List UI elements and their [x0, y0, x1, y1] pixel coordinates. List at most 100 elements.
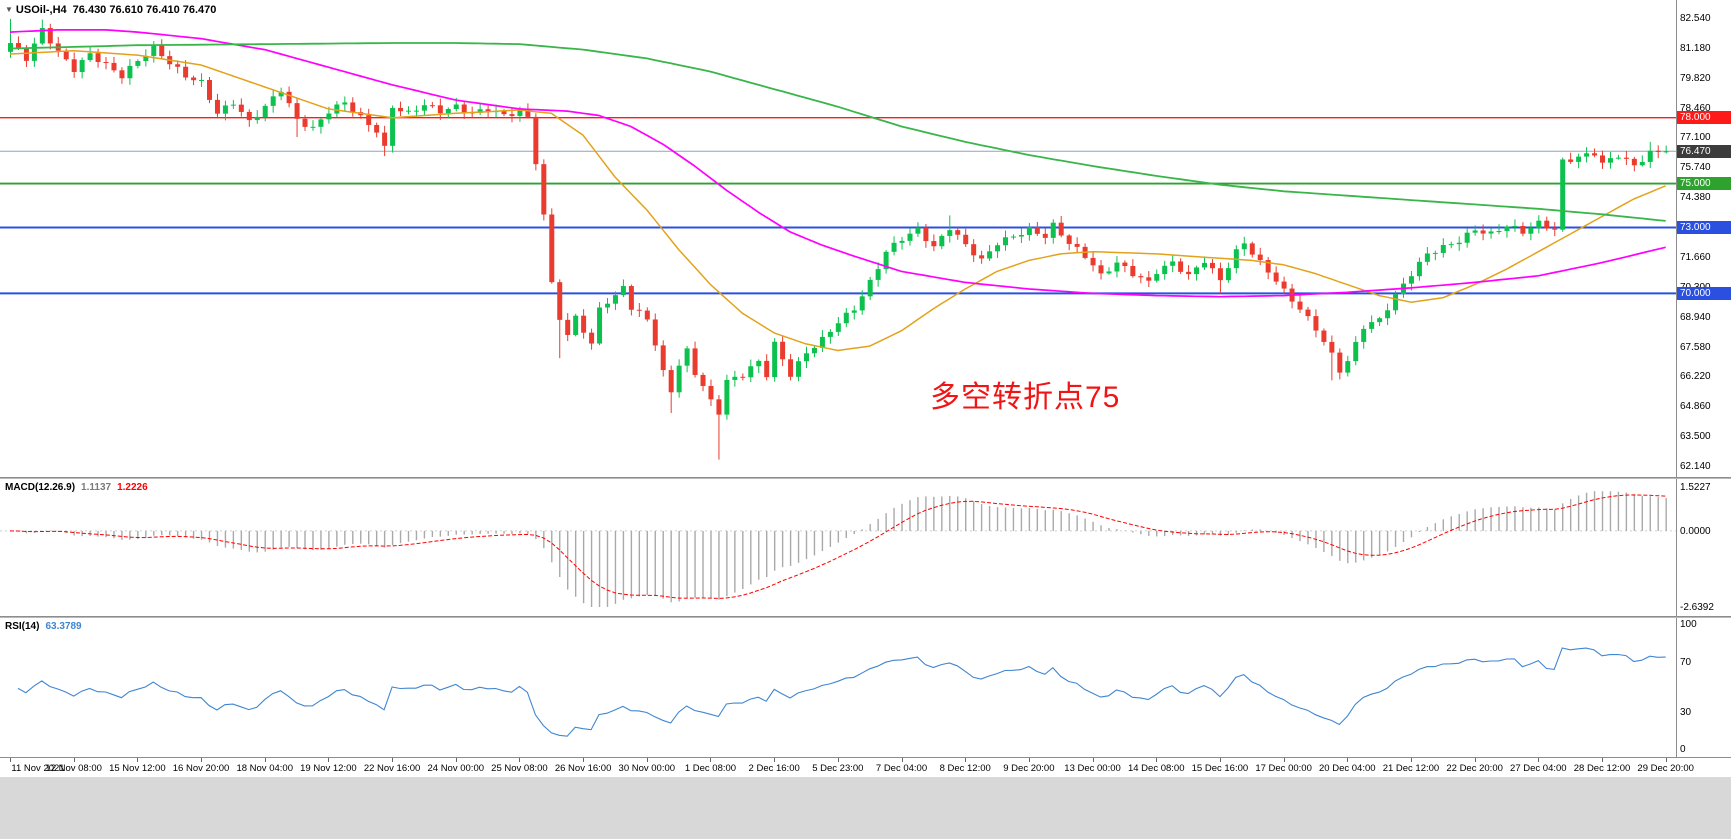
time-axis-tick: [392, 758, 394, 762]
time-axis-tick: [201, 758, 203, 762]
time-axis-label: 11 Nov 2021: [11, 763, 65, 774]
macd-axis-label: 0.0000: [1680, 525, 1711, 537]
time-axis-tick: [710, 758, 712, 762]
candles-group: [8, 18, 1669, 460]
macd-signal-line: [9, 494, 1666, 599]
rsi-axis-label: 70: [1680, 656, 1692, 668]
rsi-value: 63.3789: [45, 621, 82, 632]
price-axis-label: 74.380: [1680, 192, 1711, 204]
time-axis-label: 15 Dec 16:00: [1191, 763, 1249, 774]
time-axis-label: 13 Dec 00:00: [1064, 763, 1121, 774]
rsi-indicator-canvas[interactable]: [0, 618, 1676, 757]
time-axis-label: 8 Dec 12:00: [939, 763, 991, 774]
time-axis-label: 12 Nov 08:00: [45, 763, 102, 774]
window-background: [0, 777, 1731, 839]
time-axis[interactable]: 11 Nov 2021 12 Nov 08:00 15 Nov 12:00 16 No…: [0, 757, 1731, 777]
ohlc-values: 76.430 76.610 76.410 76.470: [72, 4, 217, 16]
time-axis-tick: [519, 758, 521, 762]
time-axis-tick: [1410, 758, 1412, 762]
panel-separator[interactable]: [0, 477, 1731, 479]
chart-annotation-text: 多空转折点75: [930, 381, 1121, 414]
macd-indicator-canvas[interactable]: [0, 479, 1676, 616]
time-axis-label: 22 Dec 20:00: [1446, 763, 1503, 774]
time-axis-label: 19 Nov 12:00: [300, 763, 357, 774]
candlestick-chart-canvas[interactable]: [0, 0, 1676, 477]
rsi-indicator-label: RSI(14) 63.3789: [5, 621, 82, 632]
price-axis-label: 63.500: [1680, 431, 1711, 443]
rsi-axis-label: 100: [1680, 619, 1697, 630]
price-axis-label: 68.940: [1680, 311, 1711, 323]
time-axis-label: 21 Dec 12:00: [1382, 763, 1440, 774]
price-axis[interactable]: 82.540 81.180 79.820 78.460 77.100 75.740 74.3…: [1676, 0, 1731, 777]
time-axis-label: 26 Nov 16:00: [554, 763, 612, 774]
time-axis-label: 14 Dec 08:00: [1127, 763, 1185, 774]
price-axis-label: 66.220: [1680, 371, 1711, 383]
price-axis-label: 77.100: [1680, 132, 1711, 144]
time-axis-tick: [1665, 758, 1667, 762]
time-axis-tick: [1474, 758, 1476, 762]
time-axis-tick: [1602, 758, 1603, 762]
time-axis-label: 18 Nov 04:00: [236, 763, 293, 774]
time-axis-tick: [1156, 758, 1158, 762]
time-axis-label: 7 Dec 04:00: [875, 763, 928, 774]
price-axis-label: 67.580: [1680, 341, 1711, 353]
macd-main-value: 1.1137: [81, 482, 112, 493]
rsi-axis-label: 30: [1680, 706, 1692, 718]
time-axis-label: 20 Dec 04:00: [1319, 763, 1376, 774]
price-axis-label: 79.820: [1680, 72, 1711, 84]
macd-indicator-label: MACD(12.26.9) 1.1137 1.2226: [5, 482, 148, 493]
price-axis-label: 81.180: [1680, 42, 1711, 54]
time-axis-tick: [137, 758, 139, 762]
macd-axis-label: 1.5227: [1680, 482, 1711, 493]
rsi-line: [17, 647, 1666, 737]
rsi-name: RSI(14): [5, 621, 40, 632]
price-axis-label: 71.660: [1680, 251, 1711, 263]
symbol-info: ▼ USOil-,H4 76.430 76.610 76.410 76.470: [5, 4, 216, 16]
time-axis-label: 30 Nov 00:00: [618, 763, 676, 774]
time-axis-tick: [583, 758, 585, 762]
price-axis-label: 64.860: [1680, 401, 1711, 413]
time-axis-tick: [328, 758, 330, 762]
price-level-badge: 76.470: [1677, 144, 1731, 158]
time-axis-label: 15 Nov 12:00: [109, 763, 166, 774]
time-axis-label: 22 Nov 16:00: [363, 763, 421, 774]
macd-signal-value: 1.2226: [117, 482, 148, 493]
horizontal-level-lines: [0, 117, 1676, 295]
time-axis-label: 27 Dec 04:00: [1510, 763, 1567, 774]
time-axis-tick: [455, 758, 457, 762]
time-axis-tick: [1538, 758, 1540, 762]
time-axis-tick: [965, 758, 967, 762]
time-axis-tick: [774, 758, 776, 762]
time-axis-tick: [837, 758, 839, 762]
rsi-axis-label: 0: [1680, 744, 1686, 755]
macd-axis-label: -2.6392: [1680, 602, 1714, 613]
time-axis-label: 24 Nov 00:00: [427, 763, 485, 774]
price-axis-label: 78.460: [1680, 102, 1711, 114]
price-level-badge: 78.000: [1677, 111, 1731, 125]
time-axis-tick: [646, 758, 648, 762]
time-axis-tick: [1219, 758, 1221, 762]
time-axis-label: 9 Dec 20:00: [1003, 763, 1055, 774]
time-axis-label: 17 Dec 00:00: [1255, 763, 1312, 774]
price-axis-label: 75.740: [1680, 162, 1711, 174]
time-axis-label: 29 Dec 20:00: [1637, 763, 1694, 774]
price-axis-label: 62.140: [1680, 461, 1711, 472]
price-level-badge: 70.000: [1677, 286, 1731, 300]
time-axis-tick: [73, 758, 75, 762]
time-axis-label: 5 Dec 23:00: [812, 763, 864, 774]
symbol-name: USOil-,H4: [15, 4, 67, 16]
time-axis-label: 2 Dec 16:00: [748, 763, 800, 774]
panel-separator[interactable]: [0, 616, 1731, 618]
time-axis-label: 16 Nov 20:00: [172, 763, 230, 774]
price-level-badge: 73.000: [1677, 221, 1731, 234]
time-axis-label: 28 Dec 12:00: [1573, 763, 1631, 774]
triangle-down-icon: ▼: [5, 5, 13, 14]
ma-fast-orange: [9, 49, 1666, 352]
time-axis-label: 25 Nov 08:00: [491, 763, 548, 774]
macd-name: MACD(12.26.9): [5, 482, 76, 493]
time-axis-tick: [1347, 758, 1349, 762]
time-axis-tick: [264, 758, 266, 762]
time-axis-tick: [1092, 758, 1094, 762]
ma-slow-green: [9, 42, 1666, 222]
